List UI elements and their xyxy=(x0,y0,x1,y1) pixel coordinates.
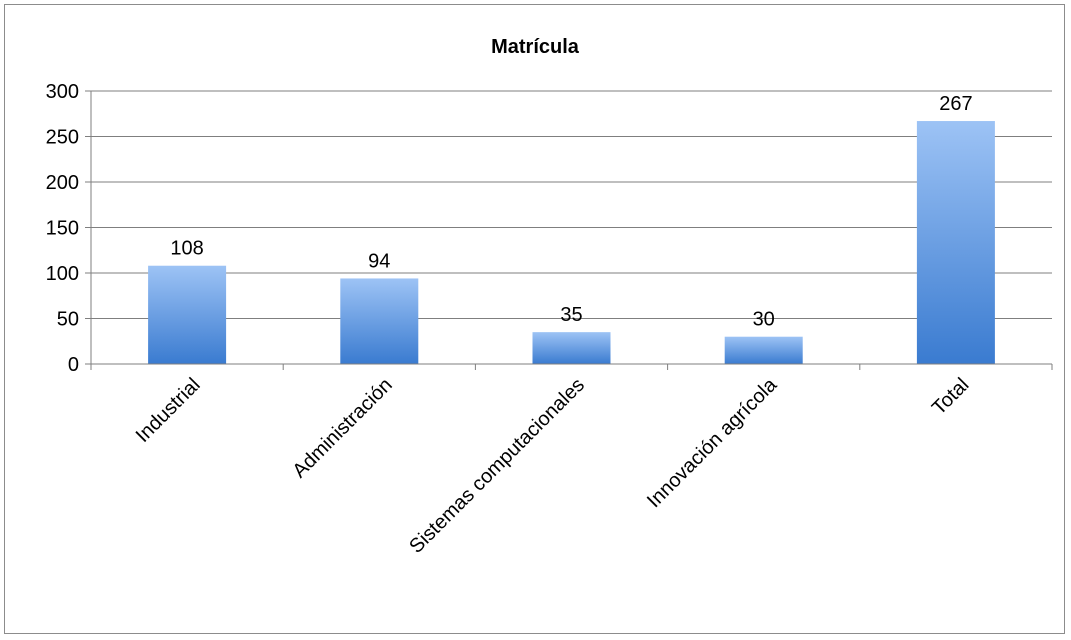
bar-chart: Matrícula 0 50 100 150 200 250 300 108 Industria… xyxy=(46,36,1053,558)
y-tick-label: 200 xyxy=(46,172,79,194)
y-tick-label: 250 xyxy=(46,127,79,149)
y-tick-label: 0 xyxy=(68,354,79,376)
bar-2 xyxy=(532,332,611,364)
data-label: 94 xyxy=(368,250,390,272)
bar-1 xyxy=(340,278,419,364)
data-label: 108 xyxy=(170,238,203,260)
y-tick-label: 100 xyxy=(46,263,79,285)
chart-title: Matrícula xyxy=(491,36,580,58)
bar-0 xyxy=(148,265,227,364)
chart-frame: Matrícula 0 50 100 150 200 250 300 108 Industria… xyxy=(4,4,1065,634)
bar-4 xyxy=(916,121,995,364)
y-tick-label: 300 xyxy=(46,81,79,103)
data-label: 267 xyxy=(939,93,972,115)
x-category-label: Sistemas computacionales xyxy=(405,374,589,558)
x-category-label: Administración xyxy=(289,374,397,482)
x-category-label: Industrial xyxy=(132,374,205,447)
data-label: 35 xyxy=(560,304,582,326)
x-category-label: Innovación agrícola xyxy=(643,373,782,512)
bar-3 xyxy=(724,336,803,364)
y-tick-label: 50 xyxy=(57,309,79,331)
data-label: 30 xyxy=(753,309,775,331)
y-tick-label: 150 xyxy=(46,218,79,240)
x-category-label: Total xyxy=(928,374,973,419)
